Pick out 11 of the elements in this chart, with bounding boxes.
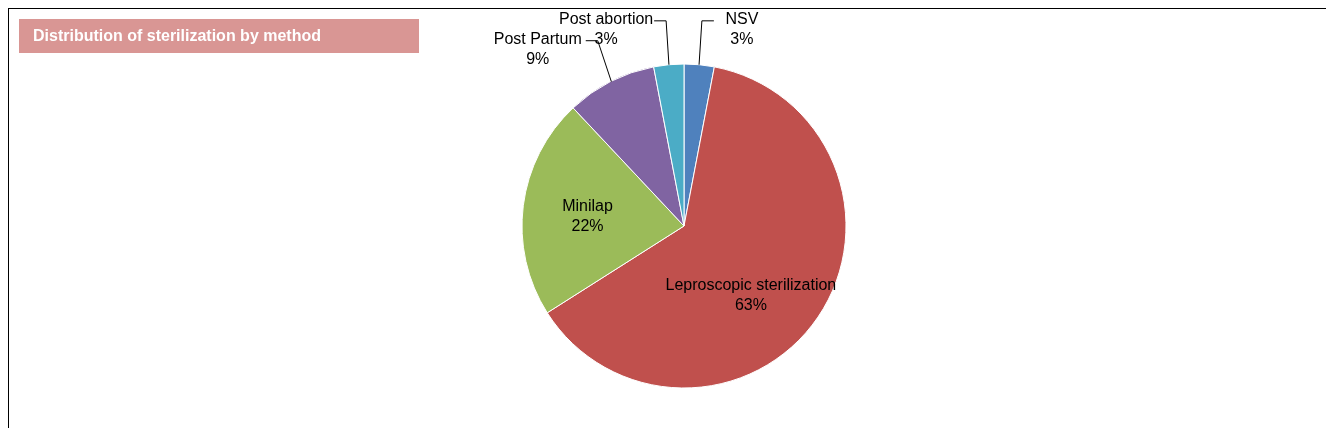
data-label: 3% [730,29,754,47]
slice-label: Post abortion [558,9,654,27]
data-label: 3% [594,29,618,47]
data-label: 9% [526,49,550,67]
data-label: 63% [734,295,767,313]
slice-label: Minilap [562,196,614,214]
slice-label: Post Partum [493,29,582,47]
text: Distribution of sterilization by method [19,19,419,53]
data-label: 22% [571,216,604,234]
slice-label: NSV [725,9,759,27]
slice-label: Leproscopic sterilization [665,275,837,293]
